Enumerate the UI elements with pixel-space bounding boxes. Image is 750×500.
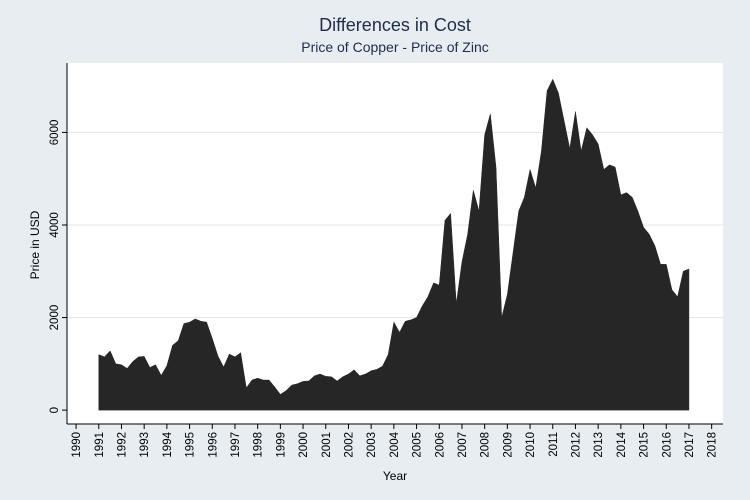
chart-subtitle: Price of Copper - Price of Zinc [301, 39, 489, 55]
x-tick-label: 1994 [162, 431, 174, 457]
x-tick-label: 2011 [548, 432, 560, 457]
x-tick-label: 2015 [639, 432, 651, 458]
x-tick-label: 2014 [616, 431, 628, 457]
x-tick-label: 2003 [366, 432, 378, 458]
series-area [98, 78, 690, 411]
x-tick-label: 2010 [525, 432, 537, 458]
x-tick-label: 1997 [230, 432, 242, 458]
x-tick-label: 2009 [502, 432, 514, 458]
x-tick-label: 1993 [139, 432, 151, 458]
y-tick-label: 6000 [49, 120, 61, 146]
x-tick-label: 2006 [434, 432, 446, 458]
x-axis-label: Year [383, 469, 407, 483]
x-tick-label: 1998 [253, 432, 265, 458]
y-tick-label: 4000 [49, 212, 61, 238]
y-tick-label: 0 [49, 407, 61, 413]
x-tick-label: 2016 [661, 432, 673, 458]
x-tick-label: 2002 [343, 432, 355, 458]
x-tick-label: 1996 [207, 432, 219, 458]
x-tick-label: 1995 [185, 432, 197, 458]
x-tick-label: 1999 [275, 432, 287, 458]
x-tick-label: 1990 [71, 432, 83, 458]
x-tick-label: 1992 [116, 432, 128, 458]
x-tick-label: 2007 [457, 432, 469, 458]
x-tick-label: 2005 [412, 432, 424, 458]
y-tick-label: 2000 [49, 305, 61, 331]
x-tick-label: 2017 [684, 432, 696, 458]
axes: 0 2000 4000 6000 1990 1991 1992 1993 1994 1995 199… [49, 63, 723, 458]
series-layer [98, 78, 690, 411]
x-tick-label: 2008 [480, 432, 492, 458]
chart-title: Differences in Cost [319, 15, 471, 35]
x-tick-label: 2000 [298, 432, 310, 458]
x-tick-label: 2018 [707, 432, 719, 458]
x-tick-label: 2013 [593, 432, 605, 458]
x-tick-label: 2012 [570, 432, 582, 458]
x-tick-label: 2004 [389, 431, 401, 457]
y-axis-label: Price in USD [28, 210, 42, 279]
x-tick-label: 1991 [94, 432, 106, 458]
x-tick-label: 2001 [321, 432, 333, 458]
